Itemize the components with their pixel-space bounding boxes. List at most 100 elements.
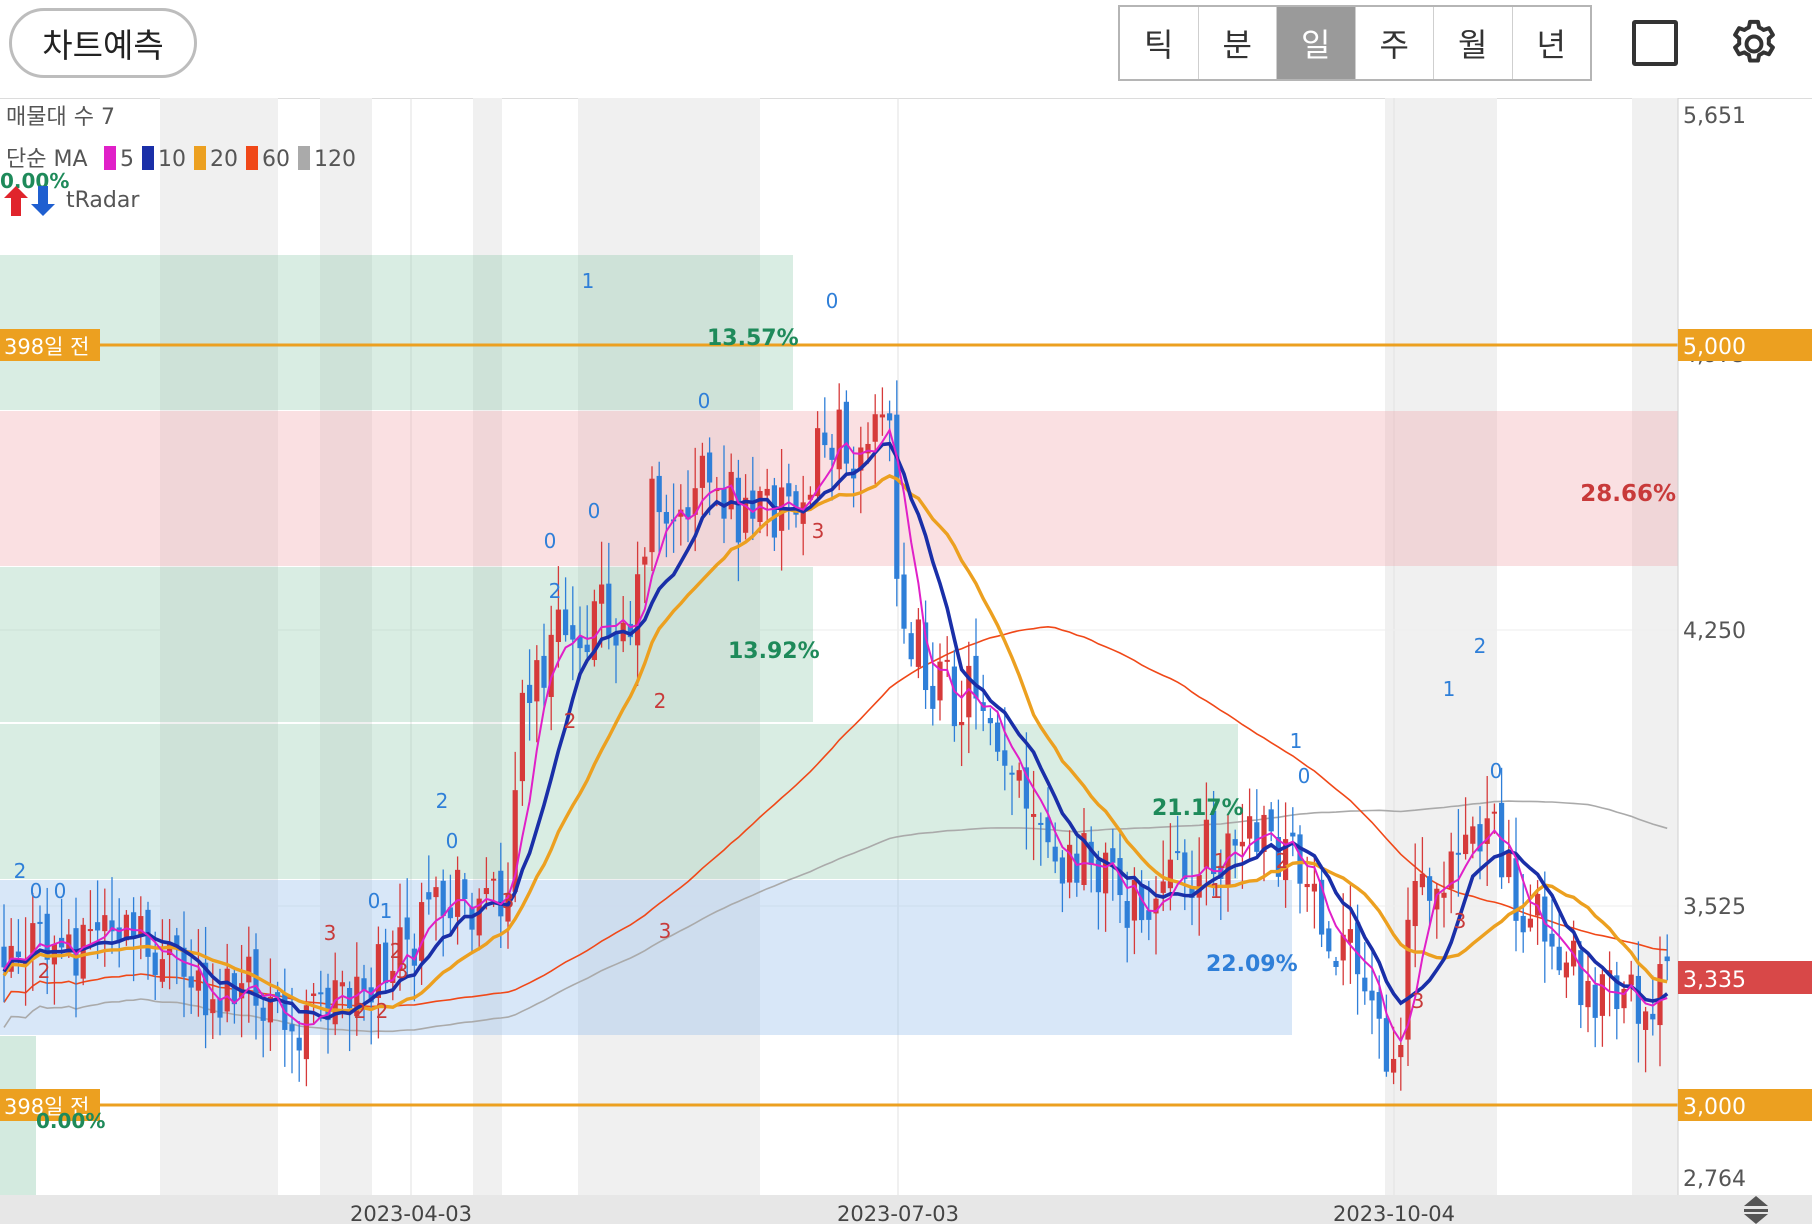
ma-legend: 단순 MA 5 10 20 60 120 <box>6 146 356 172</box>
candle <box>1009 765 1015 816</box>
date-tick-2: 2023-07-03 <box>837 1202 959 1224</box>
candle <box>937 643 943 721</box>
price-axis: 5,651 4,975 4,250 3,525 2,764 5,000 3,00… <box>1677 98 1812 1195</box>
ma120-line <box>3 800 1668 1033</box>
candle <box>901 542 907 644</box>
candle <box>1542 871 1548 983</box>
timeframe-week-button[interactable]: 주 <box>1356 7 1434 79</box>
candle <box>1419 837 1425 896</box>
volume-zone <box>0 567 813 722</box>
ma60-label: 60 <box>262 147 290 172</box>
candle <box>1520 873 1526 953</box>
ma20-label: 20 <box>210 147 238 172</box>
candle <box>1369 947 1375 1035</box>
ma-legend-prefix: 단순 MA <box>6 147 88 172</box>
candle <box>1664 934 1670 981</box>
axis-scale-handle-icon[interactable] <box>1744 1196 1768 1224</box>
candle <box>1628 960 1634 1002</box>
square-layout-icon[interactable] <box>1632 20 1678 66</box>
candle <box>1239 803 1245 889</box>
ma60-line <box>3 625 1668 1008</box>
signal-mark: 0 <box>698 389 711 413</box>
candle <box>95 880 101 959</box>
timeframe-day-button[interactable]: 일 <box>1277 7 1356 79</box>
timeframe-minute-button[interactable]: 분 <box>1199 7 1277 79</box>
candle <box>1340 893 1346 986</box>
signal-mark: 2 <box>654 689 667 713</box>
candle <box>865 422 871 465</box>
candle <box>318 970 324 1022</box>
candle <box>1095 850 1101 930</box>
gear-icon[interactable] <box>1726 16 1782 72</box>
timeframe-day-label: 일 <box>1301 26 1331 64</box>
candle <box>1391 1026 1397 1085</box>
candle <box>577 606 583 680</box>
timeframe-tick-button[interactable]: 틱 <box>1120 7 1199 79</box>
candle <box>1261 805 1267 882</box>
candle <box>1283 802 1289 908</box>
candle <box>498 842 504 949</box>
candle <box>1045 787 1051 858</box>
level-tag-top-bg <box>0 329 100 361</box>
candle <box>1131 867 1137 955</box>
signal-mark: 1 <box>380 899 393 923</box>
timeframe-month-button[interactable]: 월 <box>1434 7 1513 79</box>
price-tick-5651: 5,651 <box>1683 104 1746 129</box>
signal-mark: 1 <box>582 269 595 293</box>
timeframe-month-label: 월 <box>1458 26 1488 64</box>
signal-mark: 3 <box>502 889 515 913</box>
price-tick-4250: 4,250 <box>1683 619 1746 644</box>
timeframe-year-button[interactable]: 년 <box>1513 7 1591 79</box>
signal-mark: 0 <box>544 529 557 553</box>
timeframe-week-label: 주 <box>1379 26 1409 64</box>
signal-mark: 2 <box>38 959 51 983</box>
candle <box>1491 803 1497 834</box>
candle <box>973 618 979 730</box>
candle <box>1592 967 1598 1048</box>
candle <box>1275 799 1281 887</box>
candle <box>627 601 633 646</box>
timeframe-minute-label: 분 <box>1222 26 1252 64</box>
signal-mark: 2 <box>14 859 27 883</box>
candle <box>195 929 201 1017</box>
candle <box>815 411 821 503</box>
candle <box>1139 870 1145 933</box>
candle <box>1023 732 1029 850</box>
level-label-5000-bg <box>1678 329 1812 361</box>
signal-mark: 3 <box>659 919 672 943</box>
ma5-swatch <box>104 146 116 170</box>
candle <box>584 605 590 661</box>
candle <box>1347 885 1353 984</box>
candle <box>217 968 223 1036</box>
tradar-label: tRadar <box>66 188 140 213</box>
candle <box>1103 842 1109 932</box>
zone-pct-3: 13.92% <box>728 639 820 664</box>
candle <box>1643 1006 1649 1073</box>
candle <box>1362 942 1368 1005</box>
signal-mark: 1 <box>1210 879 1223 903</box>
candle <box>1607 951 1613 1017</box>
candle <box>1182 839 1188 911</box>
level-tag-top: 398일 전 <box>4 335 89 359</box>
candle <box>426 855 432 915</box>
date-tick-3: 2023-10-04 <box>1333 1202 1455 1224</box>
candle <box>37 905 43 947</box>
candle <box>555 566 561 668</box>
signal-mark: 3 <box>812 519 825 543</box>
candle <box>1448 832 1454 914</box>
signal-mark: 2 <box>1474 634 1487 658</box>
signal-mark: 0 <box>588 499 601 523</box>
signal-mark: 2 <box>376 999 389 1023</box>
signal-mark: 2 <box>564 709 577 733</box>
signal-mark: 1 <box>1443 677 1456 701</box>
candle <box>908 622 914 667</box>
candle <box>635 541 641 686</box>
price-tick-2764: 2,764 <box>1683 1167 1746 1192</box>
zone-pct-1: 13.57% <box>707 326 799 351</box>
candle <box>642 547 648 604</box>
candle <box>613 618 619 684</box>
chart-predict-button[interactable]: 차트예측 <box>9 8 197 78</box>
top-toolbar: 차트예측 틱 분 일 주 월 년 <box>0 0 1812 99</box>
